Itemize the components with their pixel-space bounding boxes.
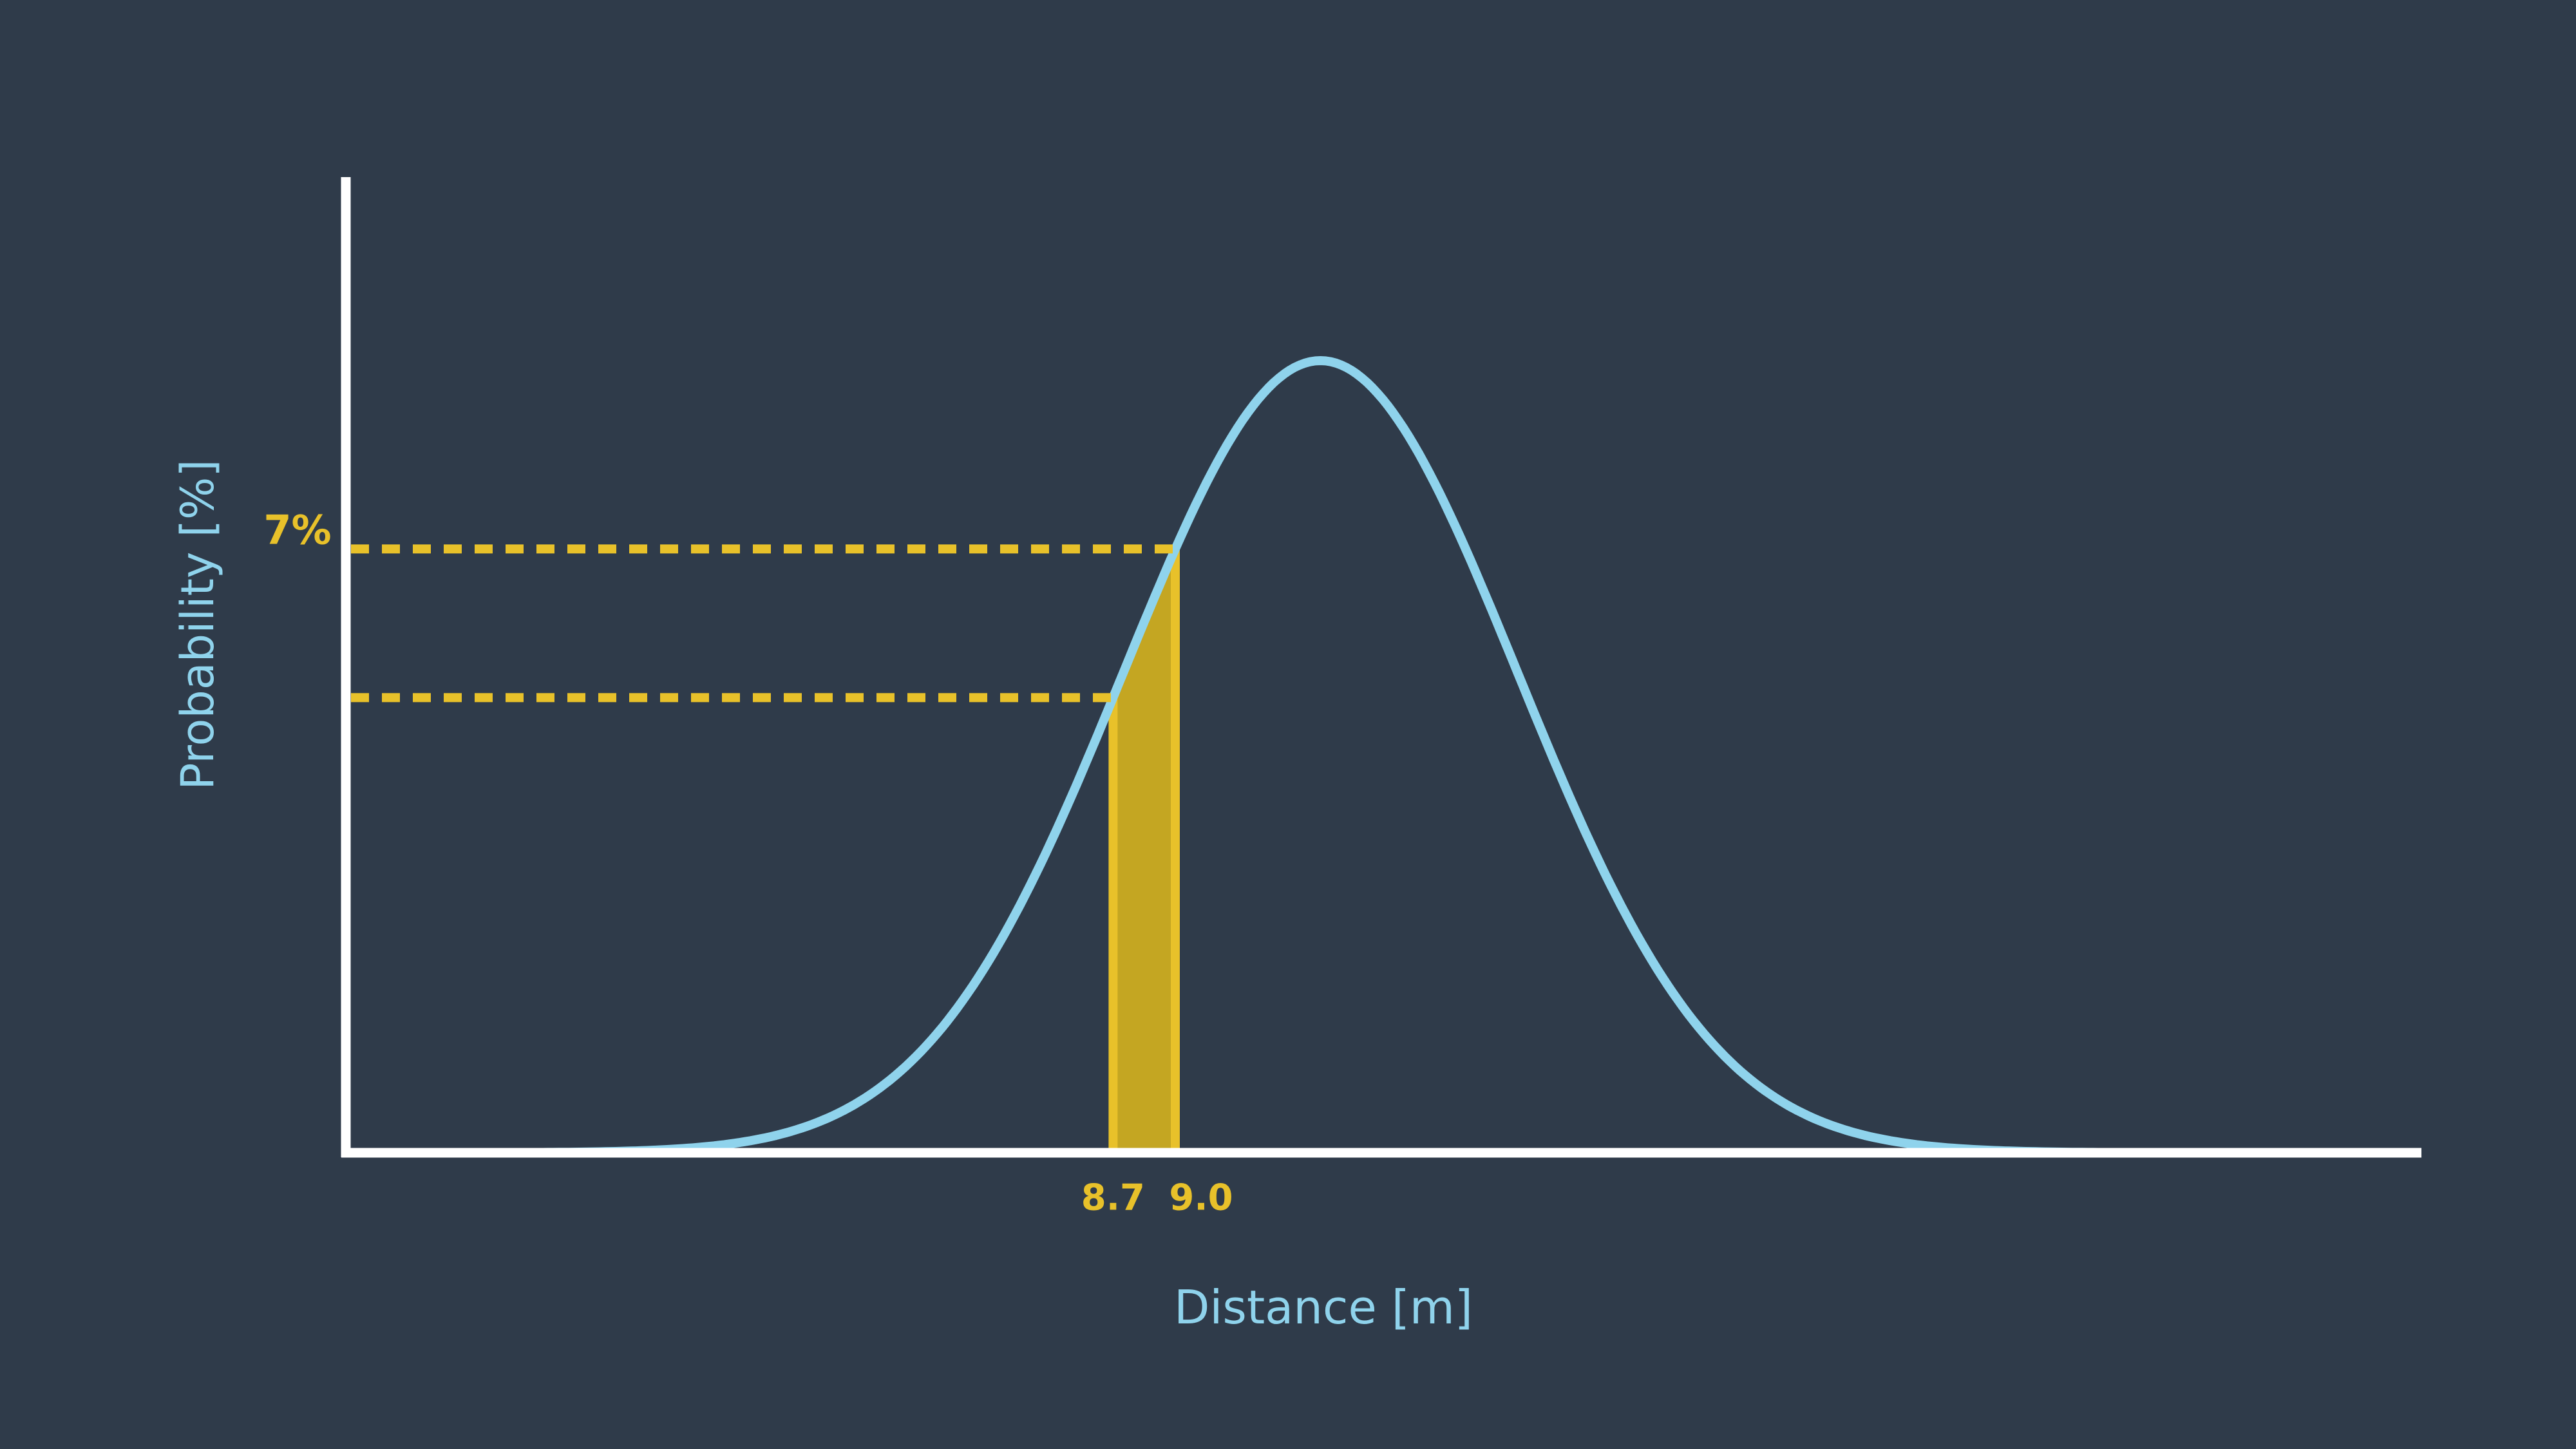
- y-axis-label: Probability [%]: [171, 459, 224, 790]
- x-tick-label-start: 8.7: [1081, 1177, 1145, 1219]
- probability-annotation: 7%: [263, 506, 332, 554]
- highlight-interval-fill: [1113, 549, 1175, 1153]
- x-axis-label: Distance [m]: [1173, 1280, 1473, 1334]
- x-tick-label-end: 9.0: [1169, 1177, 1233, 1219]
- distribution-curve: [346, 356, 2420, 1157]
